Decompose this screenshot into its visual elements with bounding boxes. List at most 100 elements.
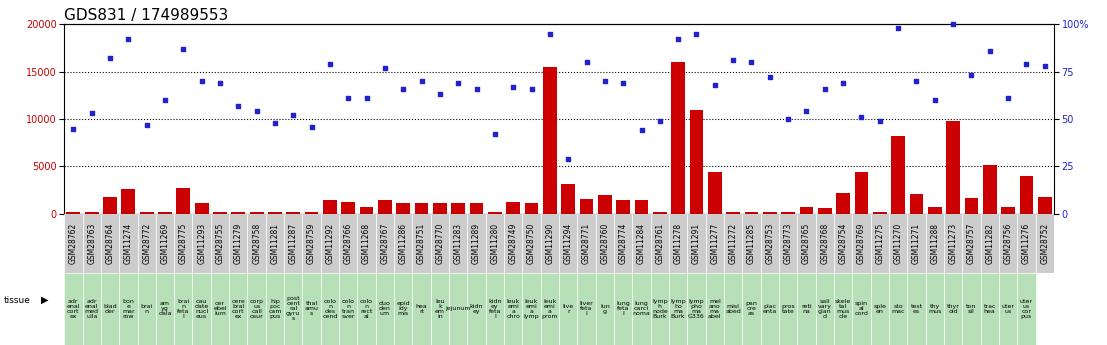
Point	[925, 97, 943, 103]
Text: colo
n
des
cend: colo n des cend	[322, 299, 338, 319]
Bar	[229, 273, 248, 345]
Point	[724, 57, 742, 63]
Text: GSM11291: GSM11291	[692, 223, 701, 264]
Text: GSM11278: GSM11278	[674, 223, 683, 264]
Bar	[431, 214, 449, 273]
Text: GSM28756: GSM28756	[1004, 223, 1013, 264]
Bar	[596, 214, 614, 273]
Point	[523, 86, 540, 91]
Point	[467, 86, 485, 91]
Bar	[268, 212, 282, 214]
Bar	[743, 214, 761, 273]
Text: sali
vary
glan
d: sali vary glan d	[818, 299, 831, 319]
Point	[632, 128, 650, 133]
Point	[413, 78, 431, 84]
Point	[797, 109, 815, 114]
Bar	[632, 273, 651, 345]
Bar	[763, 212, 777, 214]
Bar	[544, 67, 557, 214]
Bar	[726, 212, 739, 214]
Point	[358, 95, 375, 101]
Point	[83, 110, 101, 116]
Point	[871, 118, 889, 124]
Point	[614, 80, 632, 86]
Bar	[339, 273, 358, 345]
Bar	[687, 273, 705, 345]
Bar	[488, 212, 501, 214]
Bar	[210, 214, 229, 273]
Bar	[394, 214, 413, 273]
Bar	[852, 273, 870, 345]
Point	[505, 84, 523, 89]
Text: thal
amu
s: thal amu s	[304, 301, 319, 316]
Text: tissue: tissue	[3, 296, 30, 305]
Text: adr
enal
cort
ex: adr enal cort ex	[66, 299, 80, 319]
Text: GSM28770: GSM28770	[435, 223, 444, 264]
Point	[229, 103, 247, 108]
Text: GSM28768: GSM28768	[820, 223, 829, 264]
Bar	[431, 273, 449, 345]
Bar	[561, 185, 575, 214]
Bar	[981, 273, 999, 345]
Bar	[452, 203, 465, 214]
Text: GSM11289: GSM11289	[472, 223, 482, 264]
Bar	[193, 214, 210, 273]
Bar	[486, 273, 504, 345]
Text: GSM11283: GSM11283	[454, 223, 463, 264]
Text: GSM11271: GSM11271	[912, 223, 921, 264]
Text: hip
poc
cam
pus: hip poc cam pus	[268, 299, 281, 319]
Text: test
es: test es	[910, 304, 922, 314]
Bar	[85, 212, 99, 214]
Text: plac
enta: plac enta	[763, 304, 777, 314]
Bar	[525, 203, 538, 214]
Text: GSM11286: GSM11286	[399, 223, 407, 264]
Text: GSM11285: GSM11285	[747, 223, 756, 264]
Point	[302, 124, 321, 129]
Text: GSM28763: GSM28763	[87, 223, 96, 264]
Bar	[962, 214, 981, 273]
Bar	[469, 204, 484, 214]
Point	[156, 97, 174, 103]
Bar	[321, 273, 339, 345]
Point	[962, 72, 981, 78]
Bar	[1038, 197, 1052, 214]
Text: GSM28749: GSM28749	[509, 223, 518, 264]
Bar	[797, 214, 816, 273]
Text: GSM11280: GSM11280	[490, 223, 499, 264]
Bar	[287, 212, 300, 214]
Bar	[852, 214, 870, 273]
Text: GSM11294: GSM11294	[563, 223, 572, 264]
Bar	[339, 214, 358, 273]
Point	[706, 82, 724, 88]
Bar	[999, 214, 1017, 273]
Text: live
r: live r	[562, 304, 573, 314]
Bar	[925, 273, 944, 345]
Bar	[908, 214, 925, 273]
Bar	[834, 214, 852, 273]
Bar	[504, 273, 523, 345]
Text: cer
ebel
lum: cer ebel lum	[214, 301, 227, 316]
Bar	[396, 204, 410, 214]
Text: uter
us: uter us	[1002, 304, 1014, 314]
Bar	[669, 273, 687, 345]
Text: leu
k
em
in: leu k em in	[435, 299, 445, 319]
Bar	[358, 273, 375, 345]
Bar	[139, 212, 154, 214]
Point	[376, 65, 394, 70]
Bar	[559, 273, 578, 345]
Bar	[671, 62, 685, 214]
Bar	[818, 208, 831, 214]
Text: GSM11293: GSM11293	[197, 223, 206, 264]
Bar	[248, 273, 266, 345]
Point	[137, 122, 155, 127]
Text: trac
hea: trac hea	[983, 304, 996, 314]
Bar	[724, 273, 743, 345]
Text: GSM11274: GSM11274	[124, 223, 133, 264]
Bar	[158, 212, 172, 214]
Bar	[653, 212, 666, 214]
Point	[559, 156, 577, 161]
Bar	[467, 214, 486, 273]
Bar	[231, 212, 245, 214]
Bar	[486, 214, 504, 273]
Point	[101, 56, 118, 61]
